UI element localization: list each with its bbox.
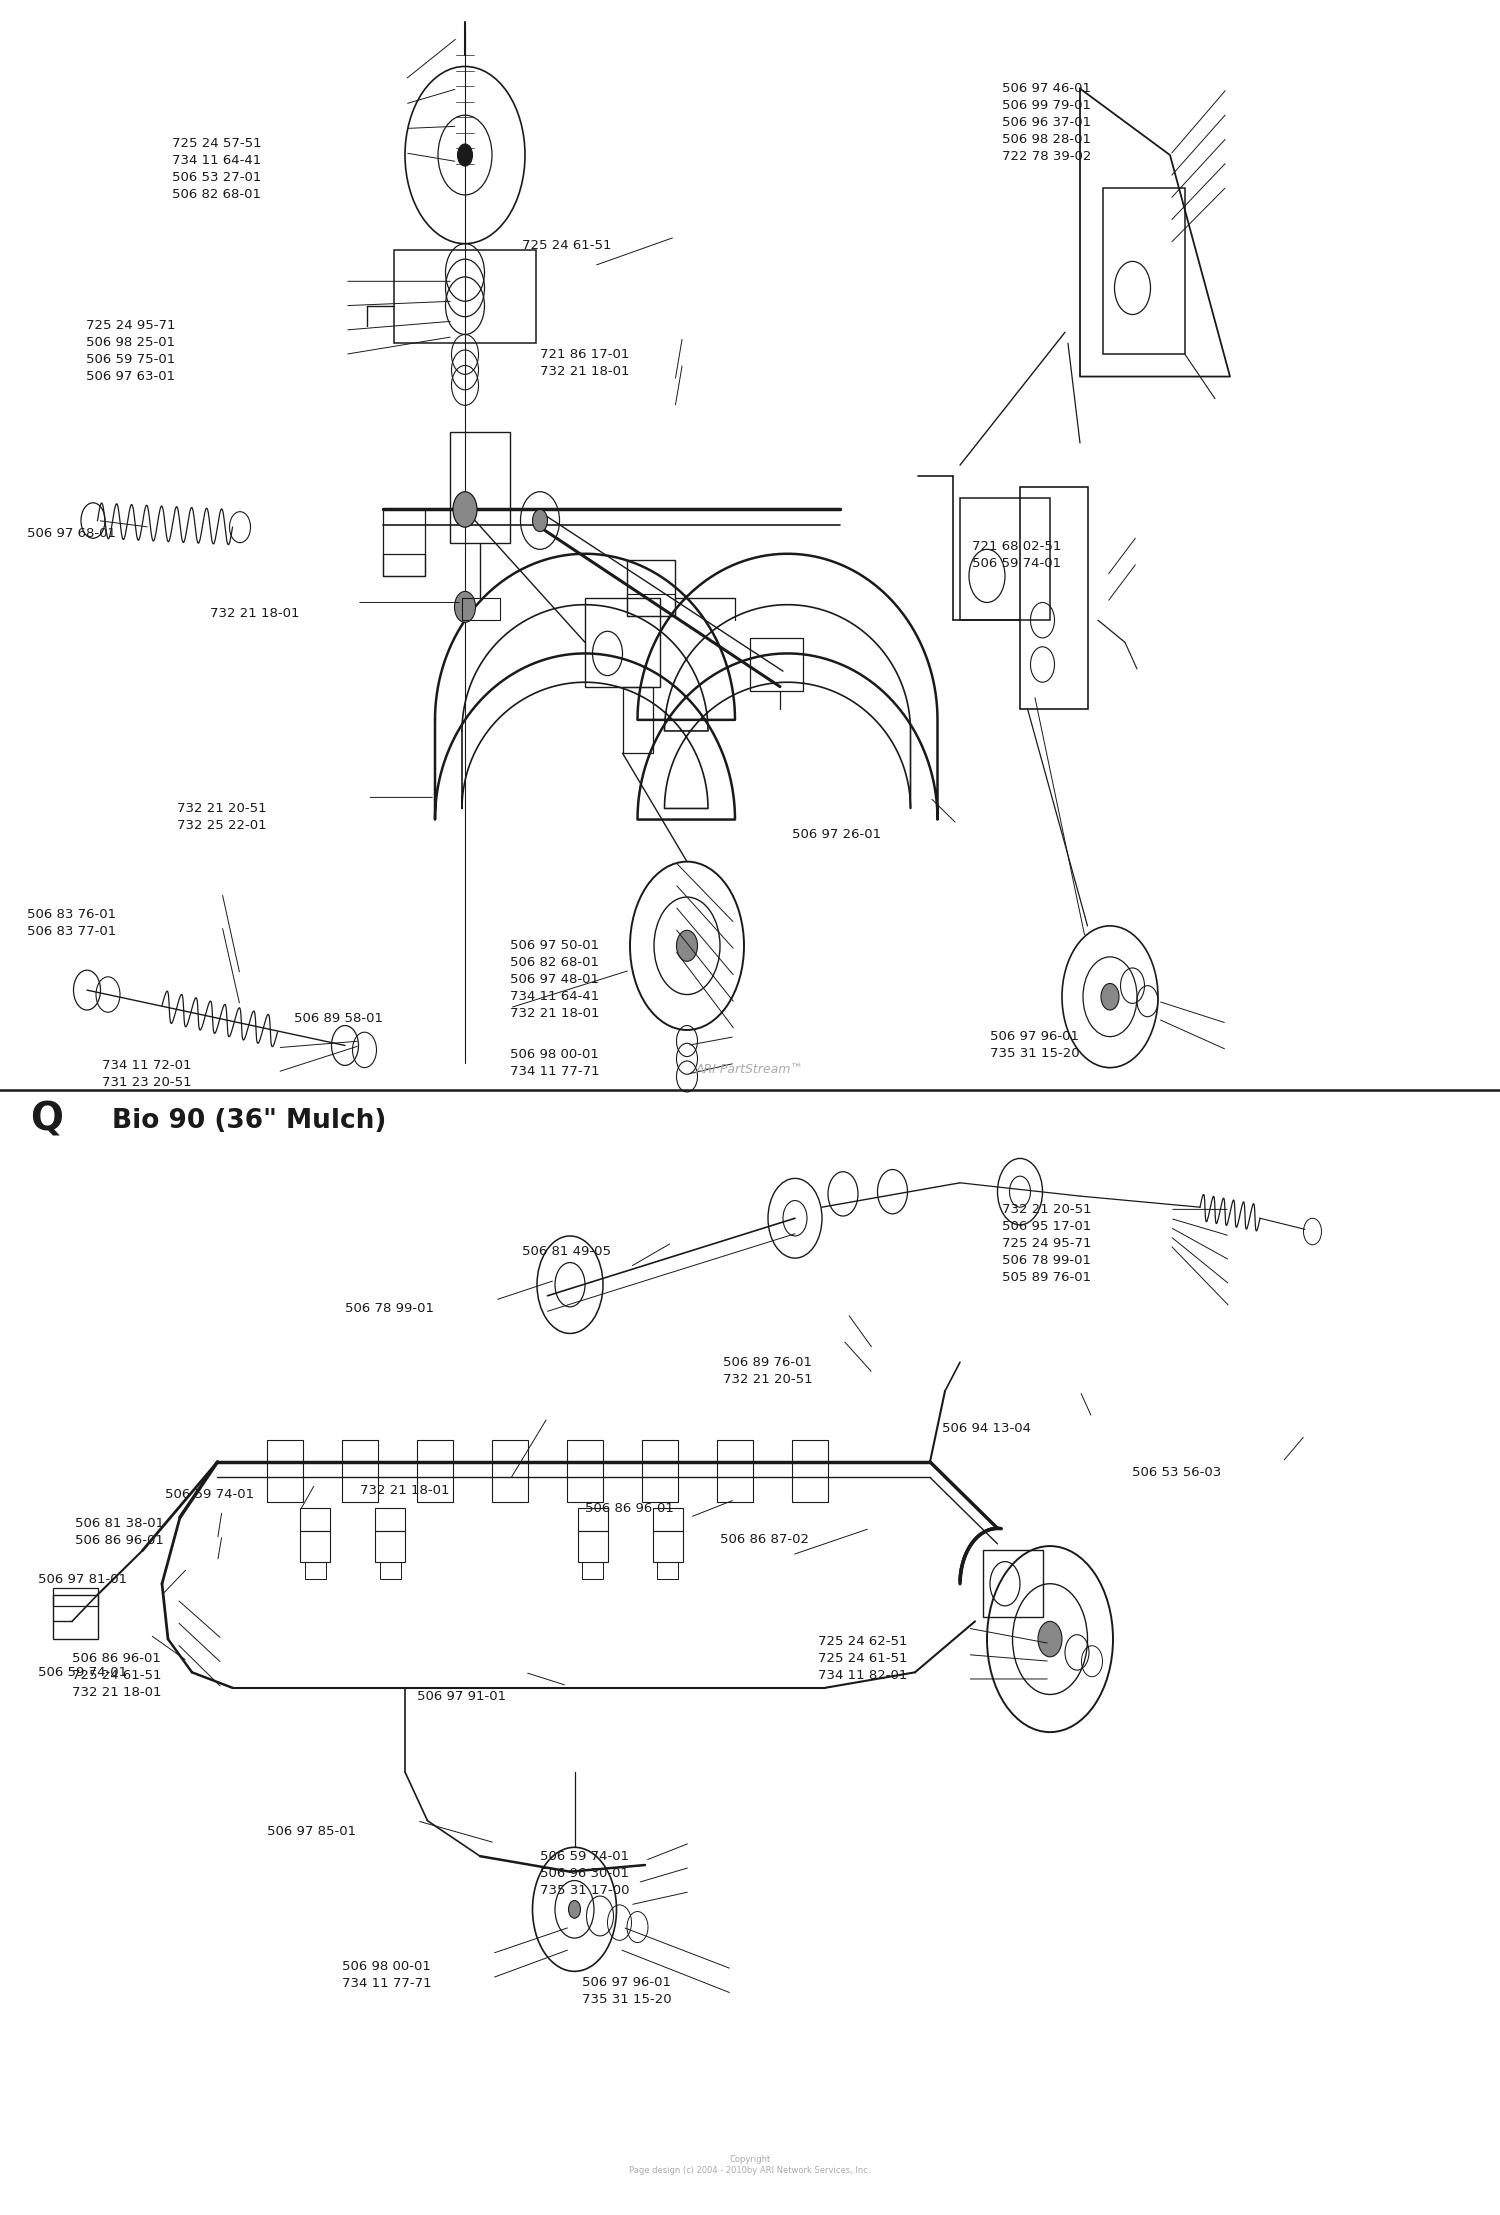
Circle shape <box>1101 983 1119 1010</box>
Bar <box>375 1531 405 1562</box>
Text: 732 21 20-51
506 95 17-01
725 24 95-71
506 78 99-01
505 89 76-01: 732 21 20-51 506 95 17-01 725 24 95-71 5… <box>1002 1203 1092 1285</box>
Circle shape <box>454 591 476 622</box>
Bar <box>342 1440 378 1502</box>
Text: 506 86 87-02: 506 86 87-02 <box>720 1533 809 1546</box>
Text: 506 97 96-01
735 31 15-20: 506 97 96-01 735 31 15-20 <box>582 1976 672 2007</box>
Text: 506 86 96-01: 506 86 96-01 <box>585 1502 674 1515</box>
Text: 506 97 81-01: 506 97 81-01 <box>38 1573 126 1586</box>
Text: 721 86 17-01
732 21 18-01: 721 86 17-01 732 21 18-01 <box>540 348 630 379</box>
Text: ARI PartStream™: ARI PartStream™ <box>696 1063 804 1076</box>
Text: 506 97 26-01: 506 97 26-01 <box>792 828 880 842</box>
Text: 506 81 49-05: 506 81 49-05 <box>522 1245 610 1258</box>
Bar <box>960 498 1050 620</box>
Bar <box>792 1440 828 1502</box>
Bar <box>267 1440 303 1502</box>
Bar <box>492 1440 528 1502</box>
Circle shape <box>1038 1621 1062 1657</box>
Text: 506 97 50-01
506 82 68-01
506 97 48-01
734 11 64-41
732 21 18-01: 506 97 50-01 506 82 68-01 506 97 48-01 7… <box>510 939 600 1021</box>
Bar <box>375 1508 405 1531</box>
Bar <box>627 560 675 616</box>
Circle shape <box>453 492 477 527</box>
Bar <box>750 638 802 691</box>
Text: Bio 90 (36" Mulch): Bio 90 (36" Mulch) <box>112 1108 387 1134</box>
Polygon shape <box>1080 89 1230 377</box>
Text: 506 97 91-01: 506 97 91-01 <box>417 1690 506 1703</box>
Bar <box>982 1550 1042 1617</box>
Bar <box>300 1508 330 1531</box>
Text: 506 59 74-01: 506 59 74-01 <box>165 1488 254 1502</box>
Text: 506 98 00-01
734 11 77-71: 506 98 00-01 734 11 77-71 <box>342 1960 432 1991</box>
Bar <box>304 1562 326 1579</box>
Bar <box>462 598 500 620</box>
Text: 506 81 38-01
506 86 96-01: 506 81 38-01 506 86 96-01 <box>75 1517 164 1548</box>
Text: 506 59 74-01
506 96 30-01
735 31 17-00: 506 59 74-01 506 96 30-01 735 31 17-00 <box>540 1850 630 1896</box>
Text: Q: Q <box>30 1101 63 1139</box>
Circle shape <box>458 144 472 166</box>
Bar <box>53 1595 98 1639</box>
Bar <box>382 509 424 576</box>
Text: 725 24 62-51
725 24 61-51
734 11 82-01: 725 24 62-51 725 24 61-51 734 11 82-01 <box>818 1635 908 1681</box>
Bar <box>1020 487 1088 709</box>
Text: Copyright
Page design (c) 2004 - 2010by ARI Network Services, Inc.: Copyright Page design (c) 2004 - 2010by … <box>630 2155 870 2175</box>
Text: 732 21 18-01: 732 21 18-01 <box>210 607 300 620</box>
Text: 506 78 99-01: 506 78 99-01 <box>345 1302 433 1316</box>
Text: 506 53 56-03: 506 53 56-03 <box>1132 1466 1221 1480</box>
Text: 506 89 76-01
732 21 20-51: 506 89 76-01 732 21 20-51 <box>723 1356 813 1387</box>
Bar <box>717 1440 753 1502</box>
Bar <box>652 1531 682 1562</box>
Text: 506 97 85-01: 506 97 85-01 <box>267 1825 356 1838</box>
Text: 725 24 61-51: 725 24 61-51 <box>522 239 612 253</box>
Bar <box>417 1440 453 1502</box>
Bar <box>642 1440 678 1502</box>
Text: 725 24 57-51
734 11 64-41
506 53 27-01
506 82 68-01: 725 24 57-51 734 11 64-41 506 53 27-01 5… <box>172 137 262 202</box>
Bar <box>393 250 537 343</box>
Bar <box>567 1440 603 1502</box>
Text: 725 24 95-71
506 98 25-01
506 59 75-01
506 97 63-01: 725 24 95-71 506 98 25-01 506 59 75-01 5… <box>86 319 176 383</box>
Circle shape <box>676 930 698 961</box>
Bar <box>380 1562 400 1579</box>
Text: 506 97 46-01
506 99 79-01
506 96 37-01
506 98 28-01
722 78 39-02: 506 97 46-01 506 99 79-01 506 96 37-01 5… <box>1002 82 1092 164</box>
Text: 721 68 02-51
506 59 74-01: 721 68 02-51 506 59 74-01 <box>972 540 1062 571</box>
Text: 506 94 13-04: 506 94 13-04 <box>942 1422 1030 1435</box>
Text: 506 97 96-01
735 31 15-20: 506 97 96-01 735 31 15-20 <box>990 1030 1080 1061</box>
Bar <box>382 554 424 576</box>
Text: 732 21 18-01: 732 21 18-01 <box>360 1484 450 1497</box>
Bar <box>450 432 510 543</box>
Text: 506 59 74-01: 506 59 74-01 <box>38 1666 126 1679</box>
Text: 732 21 20-51
732 25 22-01: 732 21 20-51 732 25 22-01 <box>177 802 267 833</box>
Text: 506 86 96-01
725 24 61-51
732 21 18-01: 506 86 96-01 725 24 61-51 732 21 18-01 <box>72 1652 162 1699</box>
Circle shape <box>532 509 548 532</box>
Bar <box>53 1588 98 1606</box>
Text: 734 11 72-01
731 23 20-51: 734 11 72-01 731 23 20-51 <box>102 1059 192 1090</box>
Bar <box>578 1508 608 1531</box>
Bar <box>585 598 660 687</box>
Bar <box>578 1531 608 1562</box>
Bar <box>582 1562 603 1579</box>
Text: 506 98 00-01
734 11 77-71: 506 98 00-01 734 11 77-71 <box>510 1048 600 1079</box>
Bar <box>300 1531 330 1562</box>
Bar <box>1102 188 1185 354</box>
Text: 506 89 58-01: 506 89 58-01 <box>294 1012 382 1026</box>
Text: 506 97 68-01: 506 97 68-01 <box>27 527 116 540</box>
Bar <box>627 594 675 616</box>
Text: 506 83 76-01
506 83 77-01: 506 83 76-01 506 83 77-01 <box>27 908 117 939</box>
Circle shape <box>568 1900 580 1918</box>
Bar <box>657 1562 678 1579</box>
Bar <box>652 1508 682 1531</box>
Bar <box>622 687 652 753</box>
